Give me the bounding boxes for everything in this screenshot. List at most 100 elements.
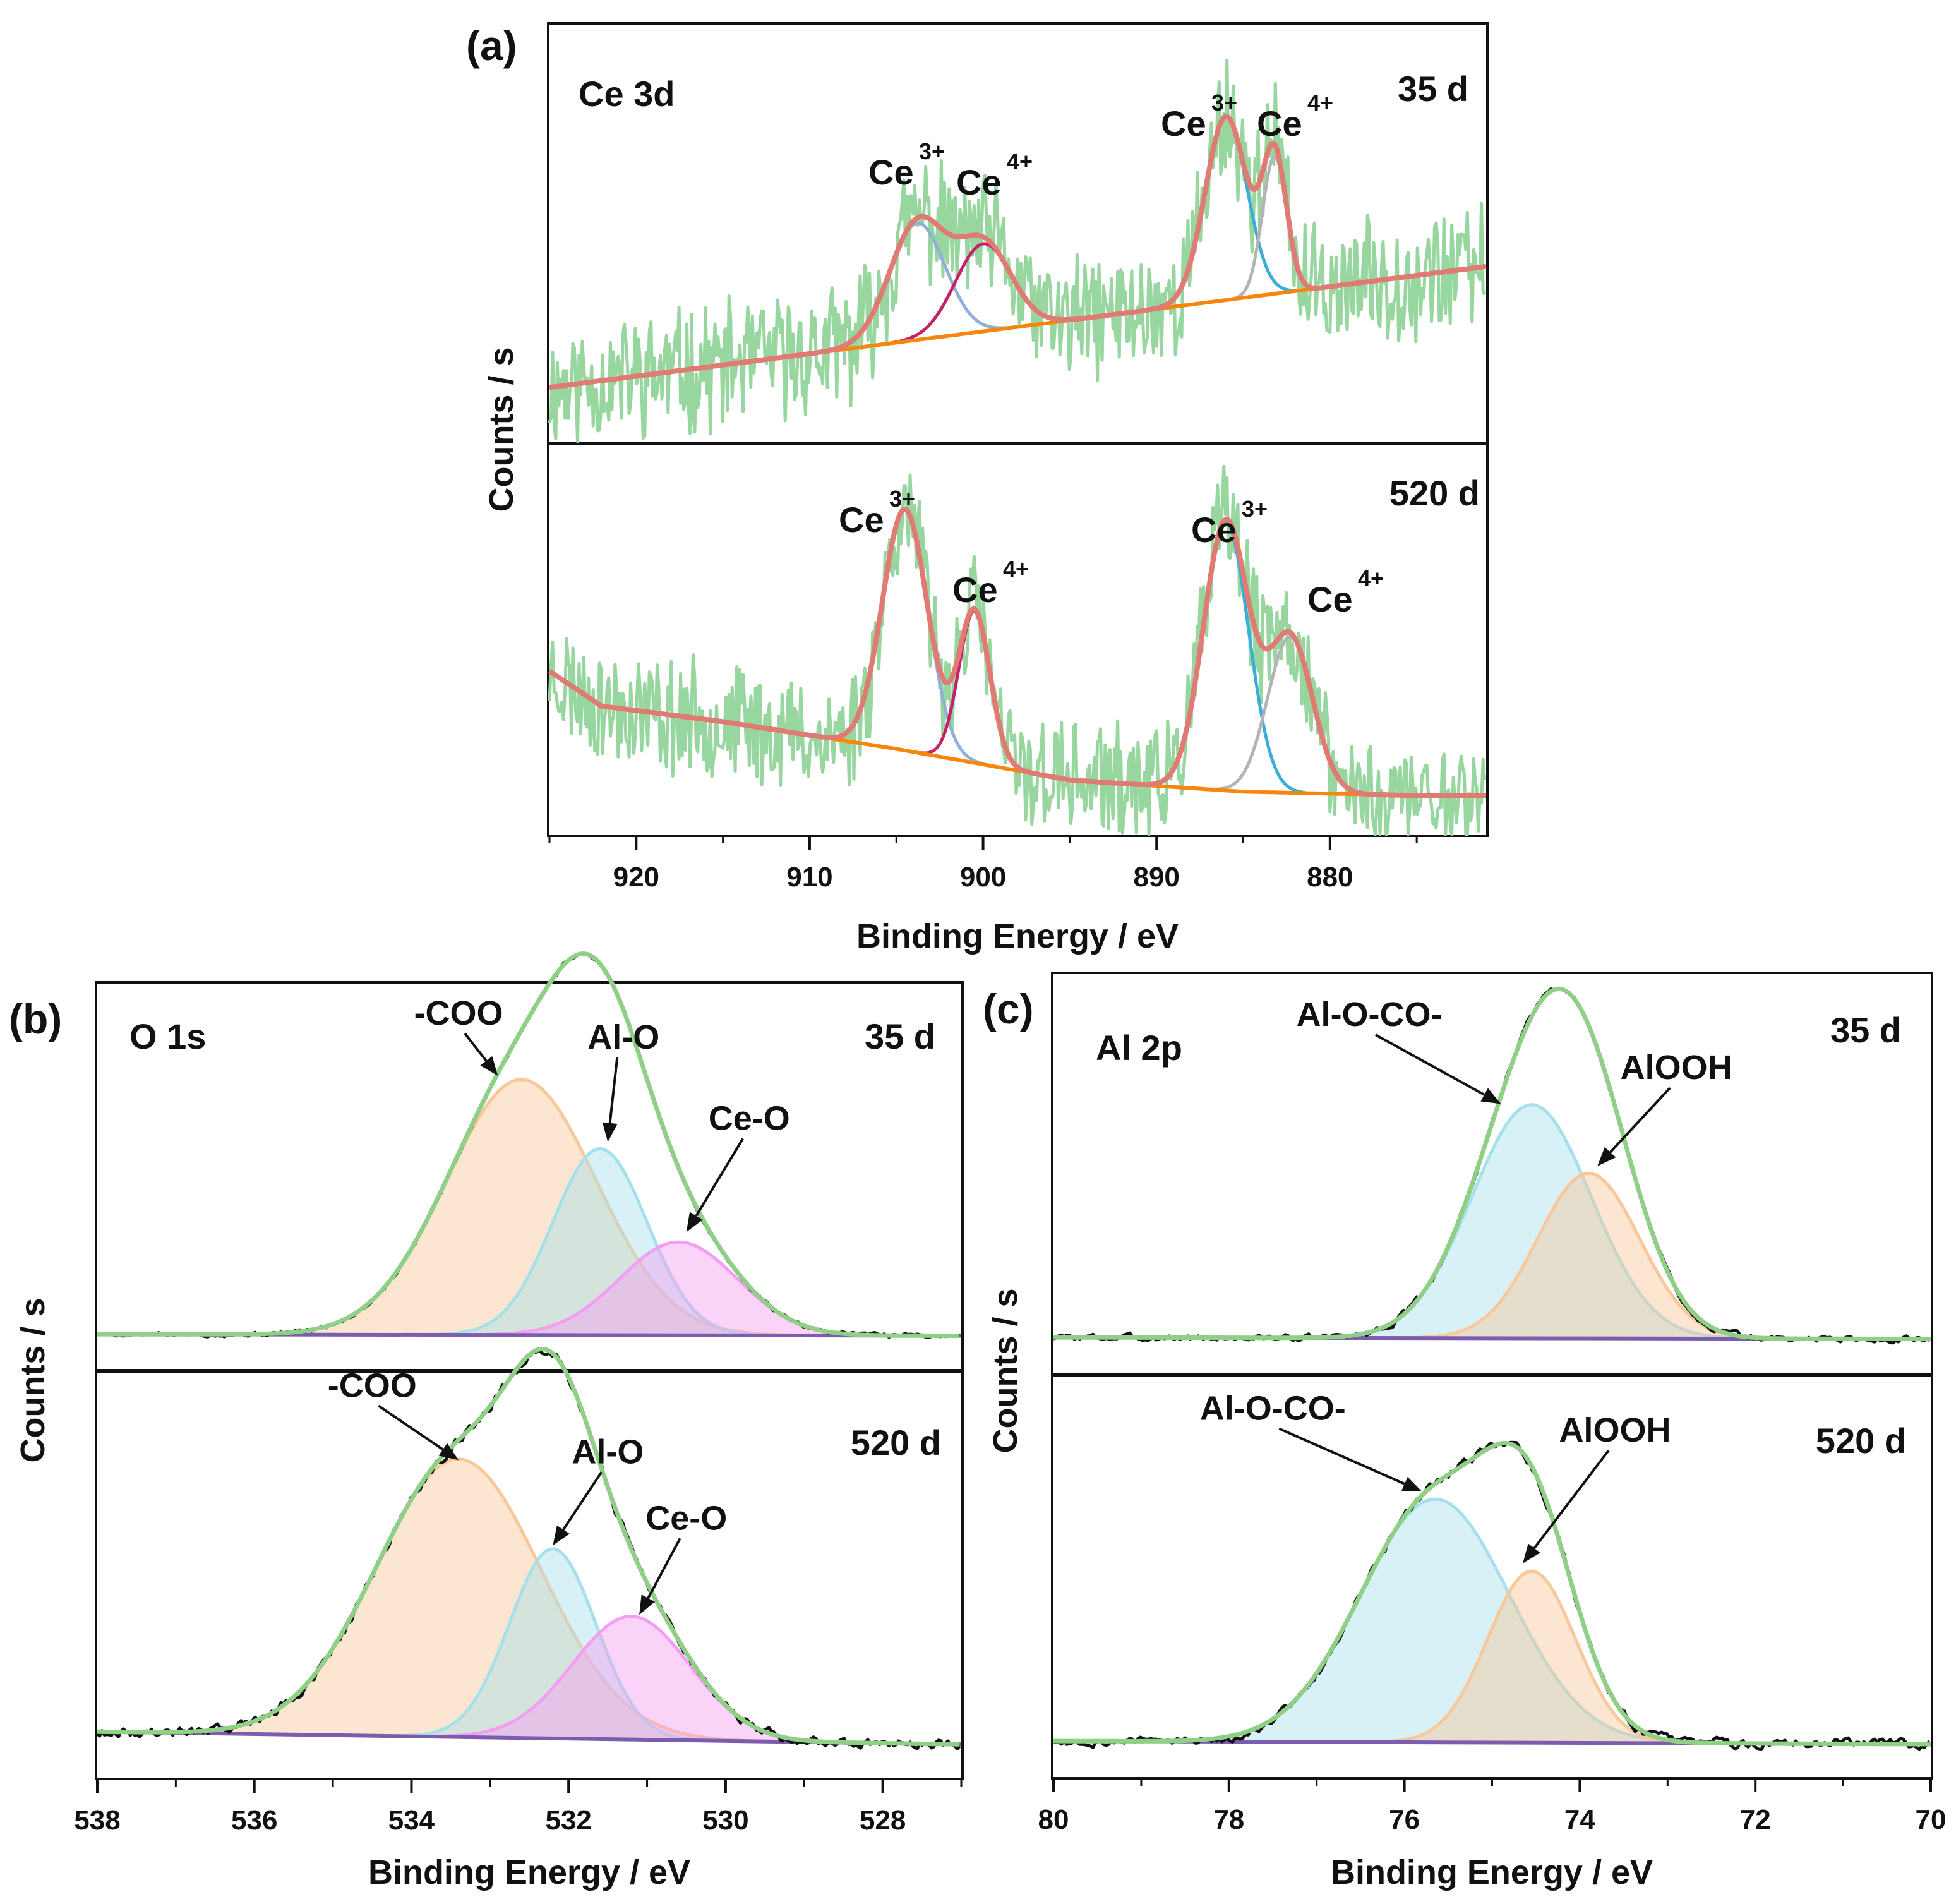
peak-label-text: Ce [1257,104,1302,143]
panel-a-top-plot [548,58,1488,443]
panel-a-bottom-frame [547,443,1489,837]
annotation-label: Al-O [587,1018,659,1056]
annotation-arrow-line [608,1057,619,1123]
x-tick-label: 70 [1916,1804,1947,1835]
component-area [128,1459,789,1742]
annotation-arrow-head [1523,1543,1540,1564]
annotation-arrow-head [1597,1147,1616,1166]
peak-label-text: Ce [868,152,914,192]
component-line [1356,1569,1707,1745]
fit-envelope-line [1053,1440,1931,1747]
panel-b-x-ticks: 538 536 534 532 530 528 [74,1779,963,1836]
component-area [1137,1499,1734,1744]
fit-envelope-line [97,1347,960,1747]
component-area [443,1242,915,1336]
annotation-arrow-head [438,1443,459,1461]
x-tick-label: 72 [1740,1804,1771,1835]
annotation-arrow-line [647,1538,681,1599]
panel-c-top-time-label: 35 d [1830,1010,1901,1050]
component-area [1293,1104,1770,1339]
panel-b-top-plot: -COO Al-O Ce-O [97,951,962,1339]
panel-b-bottom-plot: -COO Al-OCe-O [96,1347,962,1750]
raw-data-line [548,58,1486,443]
component-area [395,1616,867,1744]
x-tick-label: 80 [1038,1804,1069,1835]
peak-label-sup: 4+ [1007,148,1033,174]
panel-c-letter: (c) [983,985,1034,1032]
panel-b-element-label: O 1s [129,1016,206,1056]
peak-label-ce4-high-520d: Ce 4+ [952,556,1029,610]
annotation-arrow-head [639,1594,655,1615]
component-line [411,1147,788,1337]
x-tick-label: 76 [1389,1804,1420,1835]
annotation-arrow-head [686,1212,703,1232]
panel-c-element-label: Al 2p [1096,1028,1182,1068]
panel-b-bottom-time-label: 520 d [851,1423,941,1462]
peak-label-sup: 4+ [1003,556,1029,582]
x-tick-label: 900 [960,862,1006,893]
annotation-arrow-line [378,1404,444,1451]
component-line [380,1547,724,1743]
annotation-arrow-head [602,1122,618,1142]
annotation-arrow-line [695,1138,744,1217]
annotation-arrow-line [1278,1427,1405,1485]
peak-label-ce3-low-520d: Ce 3+ [1191,496,1268,550]
panel-c-x-axis-label: Binding Energy / eV [1331,1853,1653,1891]
panel-a: (a) Ce 3d 35 d 520 d Ce 3+ Ce 4+ Ce 3+ C… [466,22,1489,955]
peak-label-ce3-high-35d: Ce 3+ [868,138,945,192]
peak-label-sup: 4+ [1358,565,1384,591]
x-tick-label: 528 [860,1805,906,1836]
panel-c-bottom-plot: Al-O-CO- AlOOH [1053,1389,1931,1752]
fit-envelope-line [548,114,1488,390]
peak-label-ce3-low-35d: Ce 3+ [1161,90,1237,143]
peak-label-text: Ce [952,570,998,610]
panel-c-top-plot: Al-O-CO- AlOOH [1053,986,1931,1345]
x-tick-label: 78 [1213,1804,1244,1835]
peak-label-sup: 4+ [1307,90,1333,116]
panel-b-letter: (b) [9,996,62,1042]
panel-c-y-axis-label: Counts / s [987,1288,1024,1453]
panel-a-bottom-time-label: 520 d [1389,473,1480,513]
annotation-label: -COO [414,994,503,1032]
peak-label-sup: 3+ [919,138,945,164]
x-tick-label: 910 [786,862,832,893]
component-area [380,1548,726,1741]
annotation-arrow-head [1480,1088,1501,1104]
panel-a-x-ticks: 920 910 900 890 880 [548,836,1418,893]
peak-label-ce4-low-520d: Ce 4+ [1307,565,1384,619]
x-tick-label: 880 [1307,862,1353,893]
x-tick-label: 538 [74,1805,120,1836]
panel-a-top-time-label: 35 d [1398,69,1468,109]
annotation-label: -COO [328,1366,417,1404]
panel-a-element-label: Ce 3d [579,74,675,114]
fit-envelope-line [97,951,960,1338]
x-tick-label: 532 [545,1805,591,1836]
annotation-label: Ce-O [709,1100,790,1138]
component-area [1356,1571,1707,1744]
annotation-arrow-head [1401,1476,1422,1492]
annotation-arrow-line [562,1471,603,1531]
peak-label-text: Ce [1161,104,1206,143]
panel-b-bottom-frame [95,1370,964,1780]
x-tick-label: 920 [613,862,659,893]
x-tick-label: 530 [702,1805,748,1836]
annotation-label: AlOOH [1621,1049,1732,1087]
panel-b-y-axis-label: Counts / s [14,1298,52,1462]
panel-b-top-time-label: 35 d [865,1016,935,1056]
component-area [1385,1173,1792,1339]
x-tick-label: 536 [231,1805,277,1836]
x-tick-label: 534 [388,1805,435,1836]
peak-label-sup: 3+ [889,486,915,512]
x-tick-label: 890 [1133,862,1179,893]
component-area [411,1148,789,1335]
annotation-label: AlOOH [1559,1411,1671,1449]
annotation-label: Al-O [572,1433,644,1471]
fit-envelope-line [548,507,1488,798]
annotation-label: Ce-O [645,1499,727,1537]
fit-envelope-line [1053,986,1931,1342]
annotation-arrow-line [1375,1033,1485,1096]
peak-label-ce4-low-35d: Ce 4+ [1257,90,1333,143]
peak-label-text: Ce [1191,510,1237,550]
panel-a-x-axis-label: Binding Energy / eV [856,917,1179,955]
